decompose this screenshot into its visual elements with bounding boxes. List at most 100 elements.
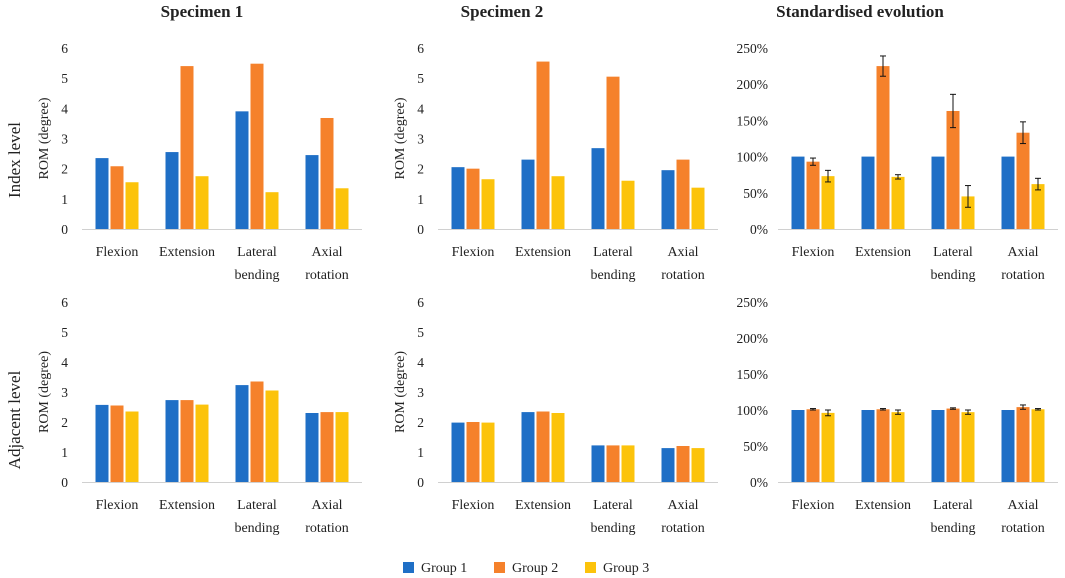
- x-category-label: Lateral: [237, 245, 277, 260]
- bar-group-2: [806, 409, 820, 482]
- bar-group-2: [876, 409, 890, 482]
- y-tick-label: 3: [61, 132, 68, 147]
- y-tick-label: 2: [417, 415, 424, 430]
- bar-group-2: [606, 445, 620, 482]
- chart-standardised-adjacent-level: 0% 50% 100% 150% 200% 250% Flexion Extension Lat…: [737, 295, 1058, 536]
- x-category-label: Extension: [855, 498, 911, 513]
- x-category-label: Extension: [159, 498, 215, 513]
- bar-group-2: [110, 166, 124, 229]
- y-tick-label: 150%: [737, 367, 769, 382]
- x-category-label: Extension: [159, 245, 215, 260]
- bar-group-1: [521, 412, 535, 482]
- bar-group-3: [335, 412, 349, 482]
- x-category-label: Lateral: [593, 245, 633, 260]
- legend-swatch-group-2: [494, 562, 505, 573]
- y-axis-label: ROM (degree): [37, 97, 52, 179]
- bar-group-1: [661, 448, 675, 482]
- bar-group-2: [536, 411, 550, 482]
- legend: Group 1 Group 2 Group 3: [403, 561, 649, 576]
- bar-group-3: [961, 196, 975, 229]
- y-tick-label: 4: [417, 355, 424, 370]
- y-tick-label: 6: [417, 41, 424, 56]
- bar-group-1: [791, 156, 805, 229]
- bar-group-1: [305, 413, 319, 482]
- y-axis-label: ROM (degree): [393, 97, 408, 179]
- y-tick-label: 6: [61, 295, 68, 310]
- bar-group-2: [1016, 407, 1030, 482]
- x-category-label: Lateral: [593, 498, 633, 513]
- bar-group-2: [806, 161, 820, 229]
- y-tick-label: 0%: [750, 475, 768, 490]
- y-tick-label: 250%: [737, 41, 769, 56]
- bar-group-3: [551, 176, 565, 229]
- y-tick-label: 6: [61, 41, 68, 56]
- y-tick-label: 1: [417, 192, 424, 207]
- y-tick-label: 5: [61, 71, 68, 86]
- legend-label-group-1: Group 1: [421, 561, 467, 576]
- y-tick-label: 1: [61, 192, 68, 207]
- bar-group-1: [1001, 410, 1015, 482]
- y-tick-label: 100%: [737, 150, 769, 165]
- y-tick-label: 50%: [743, 186, 768, 201]
- y-tick-label: 1: [61, 445, 68, 460]
- bar-group-3: [691, 448, 705, 482]
- x-category-label: bending: [234, 268, 279, 283]
- bar-group-3: [195, 404, 209, 482]
- bar-group-2: [676, 446, 690, 482]
- bar-group-1: [95, 404, 109, 482]
- y-axis-label: ROM (degree): [393, 351, 408, 433]
- y-tick-label: 1: [417, 445, 424, 460]
- bar-group-2: [1016, 132, 1030, 229]
- bar-group-3: [125, 182, 139, 229]
- bar-group-2: [536, 61, 550, 230]
- y-tick-label: 4: [417, 101, 424, 116]
- legend-label-group-3: Group 3: [603, 561, 649, 576]
- chart-specimen-2-adjacent-level: 0 1 2 3 4 5 6 ROM (degree) Flexion Extension Later…: [393, 295, 718, 536]
- bar-group-2: [320, 412, 334, 482]
- column-title-specimen-2: Specimen 2: [461, 2, 544, 21]
- bar-group-3: [551, 413, 565, 482]
- bar-group-3: [481, 179, 495, 229]
- y-tick-label: 0: [61, 222, 68, 237]
- y-tick-label: 4: [61, 101, 68, 116]
- chart-standardised-index-level: 0% 50% 100% 150% 200% 250% Flexion Extension Lat…: [737, 41, 1058, 283]
- x-category-label: bending: [234, 521, 279, 536]
- bar-group-3: [265, 192, 279, 229]
- y-tick-label: 200%: [737, 77, 769, 92]
- bar-group-3: [335, 188, 349, 229]
- y-tick-label: 2: [417, 162, 424, 177]
- bar-group-2: [180, 400, 194, 482]
- bar-group-3: [265, 390, 279, 482]
- bar-group-2: [676, 159, 690, 229]
- bar-group-1: [95, 158, 109, 229]
- x-category-label: Extension: [515, 498, 571, 513]
- y-tick-label: 150%: [737, 113, 769, 128]
- x-category-label: Flexion: [452, 245, 495, 260]
- bar-group-1: [235, 385, 249, 482]
- bar-group-2: [946, 408, 960, 482]
- x-category-label: rotation: [1001, 268, 1045, 283]
- x-category-label: Axial: [1007, 498, 1038, 513]
- bar-group-1: [305, 155, 319, 229]
- row-label-index-level: Index level: [5, 122, 24, 198]
- x-category-label: rotation: [305, 268, 349, 283]
- y-tick-label: 0: [417, 222, 424, 237]
- bar-group-2: [110, 405, 124, 482]
- bar-group-3: [891, 412, 905, 482]
- bar-group-1: [661, 170, 675, 229]
- x-category-label: bending: [930, 521, 975, 536]
- x-category-label: Axial: [667, 498, 698, 513]
- x-category-label: Flexion: [792, 498, 835, 513]
- bar-group-1: [521, 159, 535, 229]
- bar-group-1: [931, 156, 945, 229]
- bar-group-3: [821, 176, 835, 229]
- x-category-label: rotation: [305, 521, 349, 536]
- y-tick-label: 5: [417, 71, 424, 86]
- x-category-label: rotation: [661, 268, 705, 283]
- bar-group-3: [621, 445, 635, 482]
- bar-group-3: [1031, 184, 1045, 229]
- legend-label-group-2: Group 2: [512, 561, 558, 576]
- x-category-label: Lateral: [933, 498, 973, 513]
- bar-group-1: [451, 167, 465, 229]
